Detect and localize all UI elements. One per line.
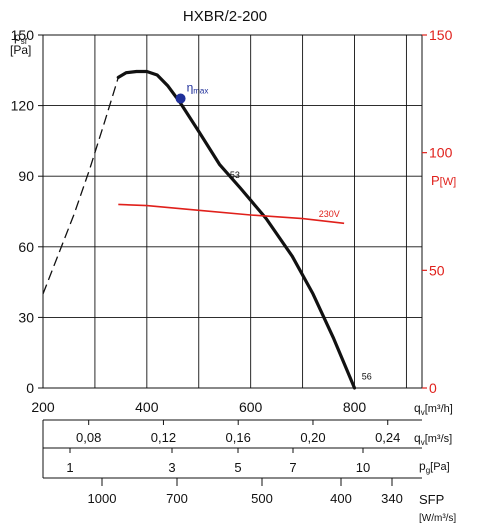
pg-tick-label: 3 [168, 460, 175, 475]
pg-tick-label: 1 [66, 460, 73, 475]
power-curve [118, 203, 345, 225]
power-tick-label: 100 [429, 145, 453, 161]
sfp-axis-label: SFP [419, 492, 444, 507]
pg-axis-label-sub: g [426, 466, 430, 475]
chart-title: HXBR/2-200 [183, 8, 267, 25]
x-axis-label-unit: [m³/h] [425, 403, 453, 415]
qms-axis-label: qv[m³/s] [414, 431, 452, 447]
y-tick-label: 120 [11, 98, 35, 114]
x-tick-label: 800 [343, 399, 367, 415]
power-tick-label: 150 [429, 27, 453, 43]
y-axis-label: psf [14, 30, 28, 46]
y-axis-label-sub: sf [21, 37, 28, 46]
eta-symbol: η [187, 81, 194, 95]
qms-axis-label-main: q [414, 431, 421, 445]
power-series-label: 230V [319, 209, 340, 219]
power-axis-label: P[W] [431, 173, 456, 188]
y-axis-label-main: p [14, 30, 21, 44]
pg-tick-label: 10 [356, 460, 370, 475]
plot-frame [42, 34, 423, 389]
power-tick-label: 0 [429, 380, 437, 396]
eta-max-point [175, 93, 186, 104]
curve-label-56: 56 [362, 371, 372, 381]
y-tick-label: 90 [18, 168, 34, 184]
power-tick-label: 50 [429, 262, 445, 278]
y-tick-label: 60 [18, 239, 34, 255]
qms-tick-label: 0,24 [375, 430, 400, 445]
sfp-tick-label: 500 [251, 491, 273, 506]
pg-axis-label: pg[Pa] [419, 459, 450, 475]
fan-curve [116, 69, 357, 390]
x-tick-label: 200 [31, 399, 55, 415]
sfp-tick-label: 1000 [88, 491, 117, 506]
fan-curve-dashed [42, 77, 119, 295]
eta-subscript: max [193, 87, 208, 96]
qms-tick-label: 0,20 [300, 430, 325, 445]
power-axis-label-main: P [431, 173, 440, 188]
power-axis-label-unit: [W] [440, 176, 457, 188]
qms-tick-label: 0,12 [151, 430, 176, 445]
x-axis-label-main: q [414, 401, 421, 415]
sfp-tick-label: 340 [381, 491, 403, 506]
y-tick-label: 0 [26, 380, 34, 396]
sfp-axis-unit: [W/m³/s] [419, 513, 456, 524]
qms-axis-label-sub: v [421, 438, 425, 447]
y-tick-label: 30 [18, 309, 34, 325]
y-tick-label: 150 [11, 27, 35, 43]
pg-axis-label-main: p [419, 459, 426, 473]
pg-tick-label: 7 [289, 460, 296, 475]
qms-tick-label: 0,08 [76, 430, 101, 445]
qms-axis-label-unit: [m³/s] [425, 433, 453, 445]
sfp-tick-label: 700 [166, 491, 188, 506]
sfp-tick-label: 400 [330, 491, 352, 506]
pg-axis-label-unit: [Pa] [430, 461, 450, 473]
eta-max-label: ηmax [187, 81, 209, 96]
qms-tick-label: 0,16 [226, 430, 251, 445]
x-axis-label: qv[m³/h] [414, 401, 453, 417]
pg-tick-label: 5 [234, 460, 241, 475]
curve-label-53: 53 [230, 170, 240, 180]
x-axis-label-sub: v [421, 408, 425, 417]
y-axis-unit: [Pa] [10, 43, 31, 57]
x-tick-label: 400 [135, 399, 159, 415]
x-tick-label: 600 [239, 399, 263, 415]
